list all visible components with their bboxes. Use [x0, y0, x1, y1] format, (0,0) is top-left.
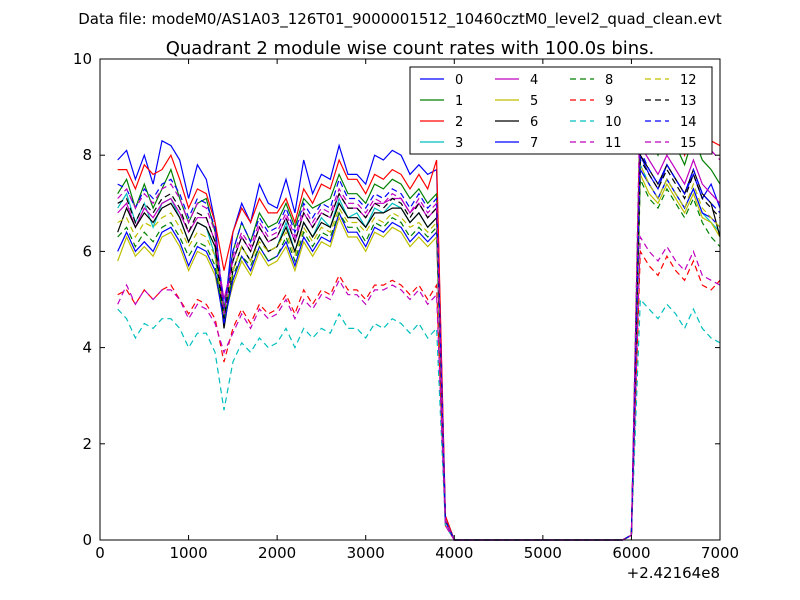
- legend-label-3: 3: [455, 136, 463, 151]
- legend-label-13: 13: [680, 94, 697, 109]
- series-line-5: [117, 174, 721, 541]
- legend-label-14: 14: [680, 115, 697, 130]
- x-tick-label: 0: [95, 544, 105, 562]
- legend-label-7: 7: [530, 136, 538, 151]
- legend-label-2: 2: [455, 115, 463, 130]
- plot-frame: [99, 58, 721, 541]
- legend-label-15: 15: [680, 136, 697, 151]
- x-offset-label: +2.42164e8: [627, 564, 720, 582]
- series-line-14: [117, 150, 721, 541]
- legend-label-5: 5: [530, 94, 538, 109]
- legend-label-8: 8: [605, 73, 613, 88]
- series-line-2: [117, 106, 721, 541]
- x-tick-label: 1000: [169, 544, 207, 562]
- legend-label-11: 11: [605, 136, 622, 151]
- legend-label-1: 1: [455, 94, 463, 109]
- y-tick-label: 4: [82, 339, 92, 357]
- y-tick-label: 10: [73, 50, 92, 68]
- x-tick-label: 5000: [524, 544, 562, 562]
- series-line-11: [117, 234, 721, 541]
- x-tick-label: 2000: [258, 544, 296, 562]
- legend-label-4: 4: [530, 73, 538, 88]
- x-tick-label: 4000: [435, 544, 473, 562]
- y-tick-label: 2: [82, 435, 92, 453]
- legend-label-12: 12: [680, 73, 697, 88]
- y-tick-label: 0: [82, 531, 92, 549]
- legend-label-0: 0: [455, 73, 463, 88]
- y-tick-label: 6: [82, 242, 92, 260]
- series-line-10: [117, 298, 721, 541]
- series-line-8: [117, 179, 721, 541]
- figure-suptitle: Data file: modeM0/AS1A03_126T01_90000015…: [78, 10, 722, 29]
- y-tick-label: 8: [82, 146, 92, 164]
- series-line-9: [117, 249, 721, 541]
- legend-label-9: 9: [605, 94, 613, 109]
- series-line-13: [117, 157, 721, 541]
- legend-box: [409, 66, 713, 155]
- plot-lines: [117, 87, 721, 541]
- x-tick-label: 3000: [347, 544, 385, 562]
- legend-label-6: 6: [530, 115, 538, 130]
- legend-label-10: 10: [605, 115, 622, 130]
- series-line-1: [117, 102, 721, 541]
- chart-title: Quadrant 2 module wise count rates with …: [166, 38, 655, 59]
- series-line-15: [117, 87, 721, 541]
- x-tick-label: 6000: [612, 544, 650, 562]
- x-tick-label: 7000: [701, 544, 739, 562]
- series-line-7: [117, 167, 721, 541]
